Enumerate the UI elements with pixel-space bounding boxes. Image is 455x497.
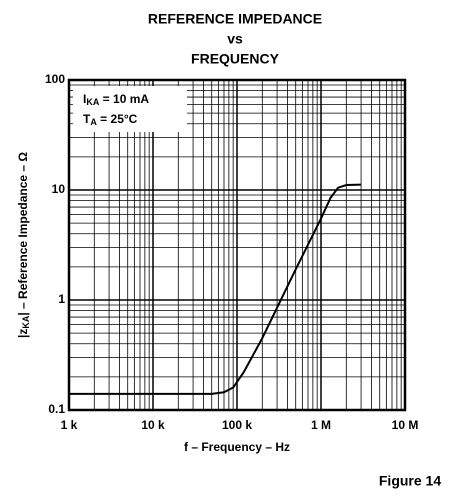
chart-title: FREQUENCY [191,51,280,67]
y-label-part: | – Reference Impedance – Ω [16,152,30,316]
annotation-symbol: I [83,92,86,106]
annotation-text: = 10 mA [99,92,149,106]
annotation: IKA = 10 mA [83,92,149,107]
x-tick-label: 10 k [141,418,165,432]
y-label-sub: KA [21,315,31,328]
chart-title: REFERENCE IMPEDANCE [148,11,322,27]
x-tick-label: 1 M [311,418,331,432]
plot-frame [67,78,407,412]
x-tick-label: 10 M [392,418,419,432]
y-tick-label: 0.1 [48,402,65,416]
x-tick-label: 100 k [222,418,252,432]
y-tick-label: 100 [45,72,65,86]
y-label-part: |z [16,329,30,338]
chart-title: vs [227,31,243,47]
annotation: TA = 25°C [83,112,138,127]
annotation-text: = 25°C [97,112,138,126]
annotation-box [73,86,187,132]
annotation-symbol: T [83,112,91,126]
x-tick-label: 1 k [61,418,78,432]
y-axis-label: |zKA| – Reference Impedance – Ω [16,152,31,338]
y-tick-label: 10 [52,182,66,196]
caption: Figure 14 [379,473,441,489]
x-axis-label: f – Frequency – Hz [184,440,290,454]
annotation-sub: A [90,117,97,127]
y-tick-label: 1 [58,292,65,306]
line [69,183,362,395]
annotation-sub: KA [86,97,99,107]
